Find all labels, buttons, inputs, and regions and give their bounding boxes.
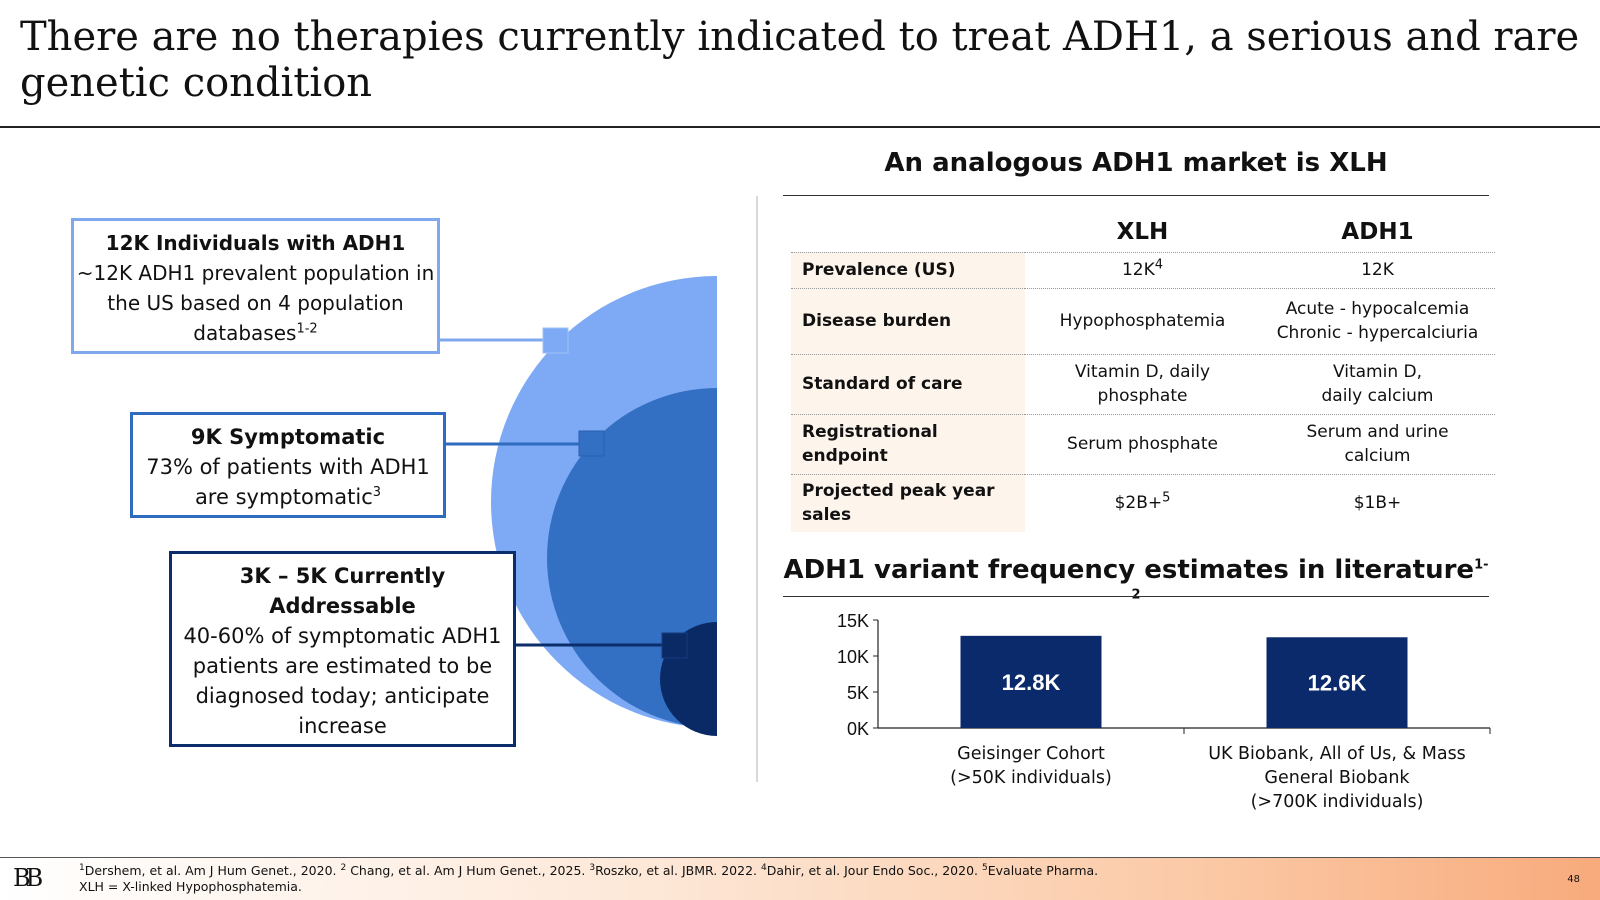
x-category-label: (>50K individuals) [950, 768, 1112, 788]
cell-xlh: 12K4 [1025, 251, 1260, 288]
callout-body: ~12K ADH1 prevalent population in the US… [76, 261, 435, 345]
market-comparison-table: XLH ADH1 Prevalence (US) 12K4 12K Diseas… [791, 213, 1495, 532]
row-label: Standard of care [791, 353, 1025, 414]
x-category-label: UK Biobank, All of Us, & Mass [1208, 744, 1466, 764]
cell-xlh: Vitamin D, daily phosphate [1025, 353, 1260, 414]
callout-addressable: 3K – 5K Currently Addressable 40-60% of … [169, 551, 516, 747]
cell-xlh: $2B+5 [1025, 473, 1260, 532]
x-category-label: Geisinger Cohort [957, 744, 1105, 764]
table-corner [791, 213, 1025, 252]
bar [1266, 637, 1408, 728]
slide-title: There are no therapies currently indicat… [20, 14, 1580, 106]
callout-title: 9K Symptomatic [190, 425, 386, 449]
marker-1 [542, 327, 569, 354]
funnel-diagram [440, 276, 717, 736]
variant-frequency-chart: 0K 5K 10K 15K 12.8K Geisinger Cohort (>50K ind… [837, 611, 1491, 812]
cell-adh1: Acute - hypocalcemia Chronic - hypercalc… [1260, 287, 1495, 354]
row-label: Prevalence (US) [791, 251, 1025, 288]
cell-xlh: Hypophosphatemia [1025, 287, 1260, 354]
company-logo: BB [13, 864, 43, 892]
callout-body: 73% of patients with ADH1 are symptomati… [146, 455, 430, 509]
marker-3 [661, 632, 688, 659]
column-header-xlh: XLH [1116, 219, 1169, 246]
y-tick-label: 15K [837, 611, 869, 631]
callout-symptomatic: 9K Symptomatic 73% of patients with ADH1… [130, 412, 446, 518]
cell-adh1: Vitamin D, daily calcium [1260, 353, 1495, 414]
callout-title: 3K – 5K Currently Addressable [239, 564, 446, 618]
variant-title-rule [783, 596, 1489, 597]
callout-individuals: 12K Individuals with ADH1 ~12K ADH1 prev… [71, 218, 440, 354]
table-row: Disease burden Hypophosphatemia Acute - … [791, 287, 1495, 354]
y-tick-label: 5K [847, 683, 869, 703]
footnote-abbrev: XLH = X-linked Hypophosphatemia. [79, 879, 302, 894]
cell-adh1: $1B+ [1260, 473, 1495, 532]
page-number: 48 [1567, 874, 1580, 885]
row-label: Projected peak year sales [791, 473, 1025, 532]
cell-adh1: Serum and urine calcium [1260, 413, 1495, 474]
column-header-adh1: ADH1 [1341, 219, 1414, 246]
bar-data-label: 12.8K [1002, 670, 1061, 695]
cell-xlh: Serum phosphate [1025, 413, 1260, 474]
y-tick-label: 10K [837, 647, 869, 667]
bar-data-label: 12.6K [1308, 671, 1367, 696]
table-row: Standard of care Vitamin D, daily phosph… [791, 353, 1495, 414]
title-divider [0, 126, 1600, 128]
y-tick-label: 0K [847, 719, 869, 739]
x-category-label: (>700K individuals) [1251, 792, 1424, 812]
cell-adh1: 12K [1260, 251, 1495, 288]
marker-2 [578, 430, 605, 457]
market-section-title: An analogous ADH1 market is XLH [884, 148, 1388, 178]
x-category-label: General Biobank [1264, 768, 1410, 788]
callout-body: 40-60% of symptomatic ADH1 patients are … [183, 624, 502, 738]
market-title-rule [783, 195, 1489, 196]
table-row: Projected peak year sales $2B+5 $1B+ [791, 473, 1495, 532]
row-label: Disease burden [791, 287, 1025, 354]
footnotes: 1Dershem, et al. Am J Hum Genet., 2020. … [79, 863, 1098, 895]
vertical-divider [756, 196, 758, 782]
callout-title: 12K Individuals with ADH1 [105, 231, 406, 255]
variant-section-title: ADH1 variant frequency estimates in lite… [783, 555, 1489, 603]
bar [960, 635, 1102, 728]
footer: BB 1Dershem, et al. Am J Hum Genet., 202… [0, 857, 1600, 900]
table-row: Prevalence (US) 12K4 12K [791, 251, 1495, 288]
row-label: Registrational endpoint [791, 413, 1025, 474]
footnote-refs: 1Dershem, et al. Am J Hum Genet., 2020. … [79, 862, 1099, 878]
table-row: Registrational endpoint Serum phosphate … [791, 413, 1495, 474]
